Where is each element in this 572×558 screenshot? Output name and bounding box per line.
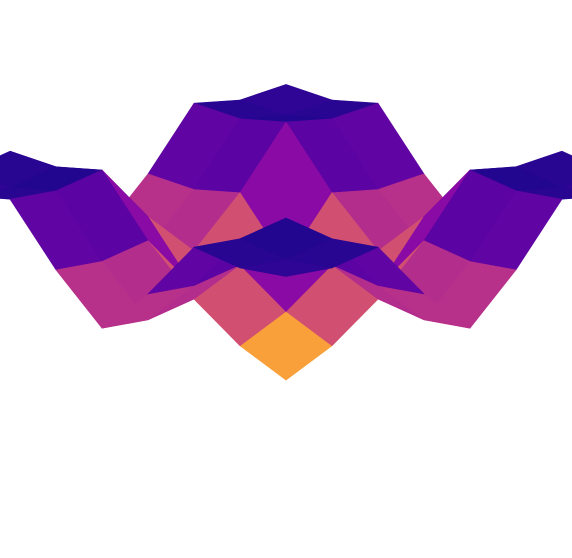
surface-patch: [239, 259, 333, 277]
surface-patch: [560, 183, 572, 190]
surface-patch: [0, 183, 12, 190]
